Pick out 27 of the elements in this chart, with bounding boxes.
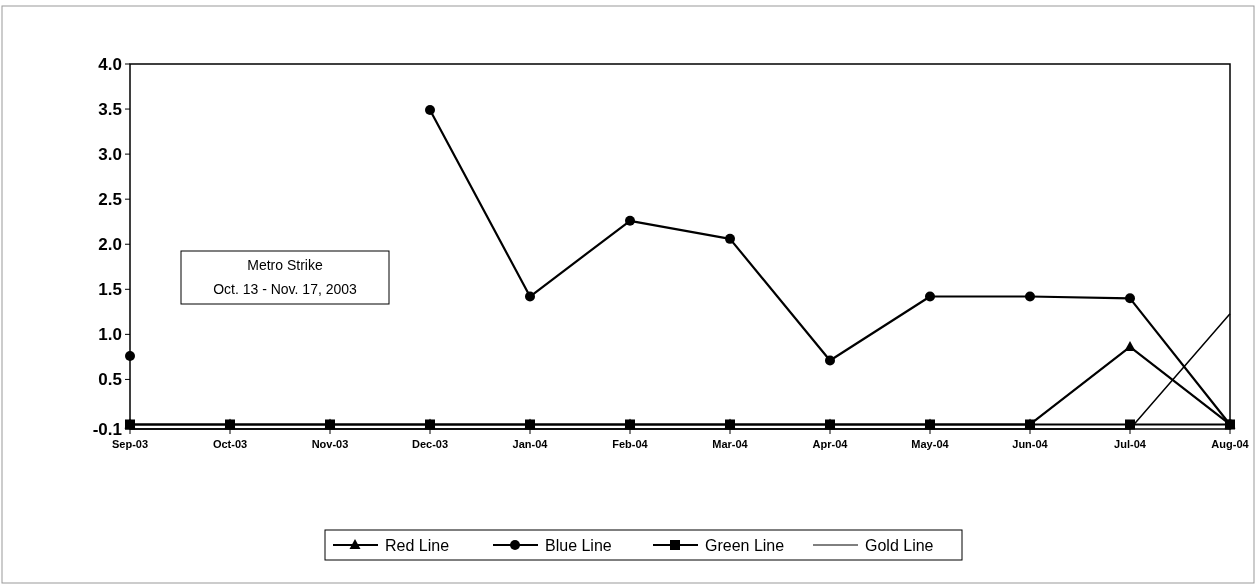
x-tick-label: Jul-04 [1114,438,1147,450]
x-tick-label: Nov-03 [311,438,349,450]
x-tick-label: Dec-03 [411,438,449,450]
legend-label: Blue Line [545,536,612,554]
y-tick-label: 1.5 [98,280,122,300]
x-tick-label: Aug-04 [1211,438,1250,450]
x-tick-label: Feb-04 [612,438,649,450]
legend-label: Green Line [705,536,785,554]
y-tick-label: 3.0 [98,145,122,165]
legend-label: Gold Line [865,536,934,554]
y-tick-label: 0.5 [98,370,122,390]
x-tick-label: Sep-03 [111,438,149,450]
x-tick-label: Oct-03 [212,438,248,450]
y-tick-label: 2.5 [98,190,122,210]
y-tick-label: 1.0 [98,325,122,345]
x-tick-label: Mar-04 [712,438,749,450]
x-tick-label: Jan-04 [512,438,549,450]
x-tick-label: Apr-04 [812,438,849,450]
note-box: Metro Strike Oct. 13 - Nov. 17, 2003 [180,250,390,305]
y-tick-label: 3.5 [98,100,122,120]
y-tick-label: 4.0 [98,54,122,74]
y-tick-label: 2.0 [98,235,122,255]
annotation: Metro Strike Oct. 13 - Nov. 17, 2003 [213,257,358,297]
x-tick-label: May-04 [911,438,950,450]
y-tick-label: -0.1 [92,419,122,439]
x-tick-label: Jun-04 [1012,438,1049,450]
legend-label: Red Line [385,536,450,554]
